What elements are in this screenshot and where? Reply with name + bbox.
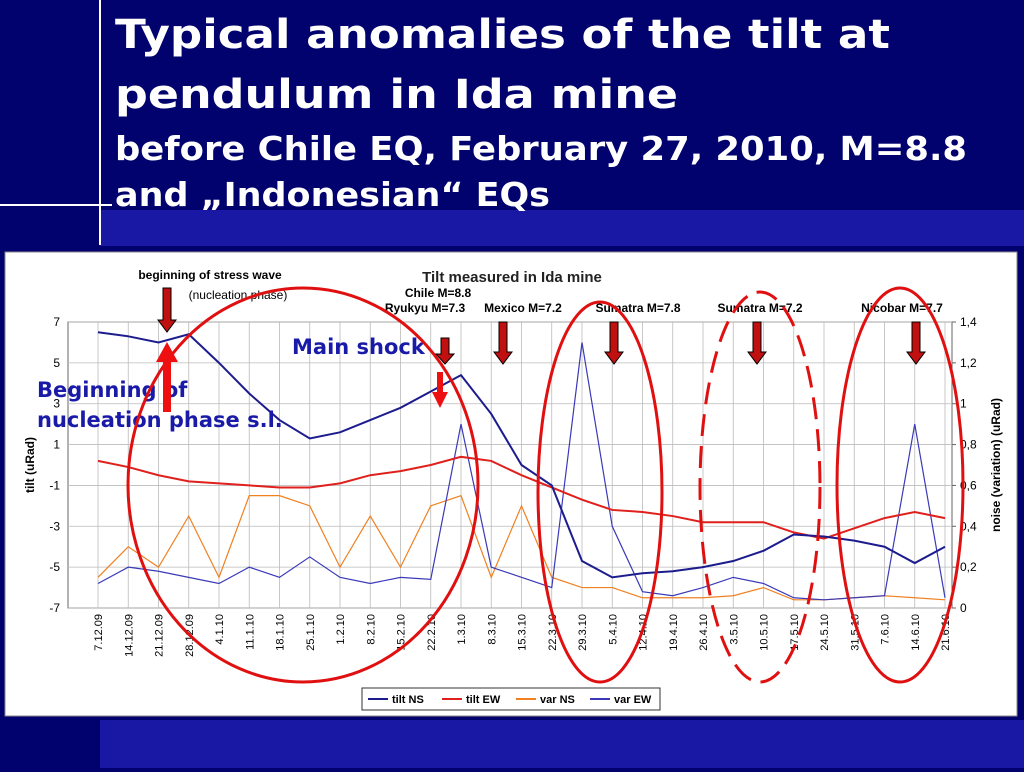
y-tick-label: -7 xyxy=(49,601,60,615)
x-tick-label: 8.3.10 xyxy=(486,614,498,645)
x-tick-label: 1.3.10 xyxy=(456,614,468,645)
band xyxy=(0,720,1024,768)
y2-tick-label: 1 xyxy=(960,397,967,411)
x-tick-label: 26.4.10 xyxy=(698,614,710,651)
x-tick-label: 15.2.10 xyxy=(396,614,408,651)
x-tick-label: 10.5.10 xyxy=(759,614,771,651)
x-tick-label: 1.2.10 xyxy=(335,614,347,645)
y-tick-label: -1 xyxy=(49,478,60,492)
x-tick-label: 7.6.10 xyxy=(880,614,892,645)
annotation: beginning of stress wave xyxy=(138,268,282,282)
event-arrow xyxy=(906,321,926,365)
y2-axis-label: noise (variation) (uRad) xyxy=(989,398,1003,532)
y-tick-label: -5 xyxy=(49,560,60,574)
x-tick-label: 14.6.10 xyxy=(910,614,922,651)
red-arrow xyxy=(156,342,178,412)
series-line xyxy=(97,331,946,579)
x-tick-label: 19.4.10 xyxy=(668,614,680,651)
highlight xyxy=(126,286,965,684)
highlight-ellipse xyxy=(536,300,664,684)
series-line xyxy=(97,494,946,601)
x-tick-label: 11.1.10 xyxy=(244,614,256,650)
event-arrow xyxy=(747,321,767,365)
y2-tick-label: 0 xyxy=(960,601,967,615)
x-tick-label: 18.1.10 xyxy=(275,614,287,651)
event-arrow xyxy=(493,321,513,365)
annotation: Ryukyu M=7.3 xyxy=(385,301,466,315)
x-tick-label: 5.4.10 xyxy=(607,614,619,645)
x-tick-label: 8.2.10 xyxy=(365,614,377,645)
y-tick-label: 1 xyxy=(53,438,60,452)
event-arrow xyxy=(604,321,624,365)
annotation: Sumatra M=7.8 xyxy=(595,301,680,315)
x-tick-label: 15.3.10 xyxy=(517,614,529,651)
x-tick-label: 29.3.10 xyxy=(577,614,589,651)
event-arrow xyxy=(434,337,456,365)
x-tick-label: 21.12.09 xyxy=(154,614,166,657)
x-tick-label: 14.12.09 xyxy=(123,614,135,657)
series-line xyxy=(97,342,946,601)
legend-label: tilt EW xyxy=(466,694,501,706)
x-tick-label: 25.1.10 xyxy=(305,614,317,651)
legend xyxy=(361,687,661,711)
x-tick-label: 12.4.10 xyxy=(638,614,650,651)
x-tick-label: 21.6.10 xyxy=(940,614,952,651)
highlight-ellipse xyxy=(698,290,822,684)
x-tick-label: 31.5.10 xyxy=(849,614,861,651)
y2-tick-label: 1,4 xyxy=(960,315,977,329)
y2-tick-label: 0,8 xyxy=(960,438,977,452)
event-arrows xyxy=(156,287,926,412)
x-tick-label: 7.12.09 xyxy=(93,614,105,651)
red-arrow xyxy=(432,372,448,408)
highlight-ellipse xyxy=(835,286,965,684)
y-axis-label: tilt (uRad) xyxy=(23,437,37,493)
title: pendulum in Ida mine xyxy=(115,72,678,118)
subtitle: before Chile EQ, February 27, 2010, M=8.… xyxy=(115,129,967,168)
highlight-ellipse xyxy=(126,286,480,684)
x-tick-label: 3.5.10 xyxy=(728,614,740,645)
band xyxy=(100,210,1024,246)
annotation: nucleation phase s.l. xyxy=(37,408,283,432)
y2-tick-label: 0,2 xyxy=(960,560,977,574)
annotation: Main shock xyxy=(292,335,426,359)
annotation: Sumatra M=7.2 xyxy=(717,301,802,315)
subtitle: and „Indonesian“ EQs xyxy=(115,175,550,214)
legend-label: tilt NS xyxy=(392,694,424,706)
x-tick-label: 24.5.10 xyxy=(819,614,831,651)
band xyxy=(0,720,100,768)
annotation: Mexico M=7.2 xyxy=(484,301,562,315)
event-arrow xyxy=(157,287,177,333)
legend-label: var NS xyxy=(540,694,575,706)
x-tick-label: 17.5.10 xyxy=(789,614,801,651)
y-tick-label: 7 xyxy=(53,315,60,329)
y2-tick-label: 0,4 xyxy=(960,519,977,533)
legend-label: var EW xyxy=(614,694,652,706)
y-tick-label: 5 xyxy=(53,356,60,370)
annotation: Chile M=8.8 xyxy=(405,286,472,300)
x-tick-label: 4.1.10 xyxy=(214,614,226,645)
annotation: Nicobar M=7.7 xyxy=(861,301,943,315)
plot-area xyxy=(67,321,953,609)
y2-tick-label: 1,2 xyxy=(960,356,977,370)
title: Typical anomalies of the tilt at xyxy=(115,12,890,58)
y-tick-label: -3 xyxy=(49,519,60,533)
chart-title: Tilt measured in Ida mine xyxy=(422,269,602,286)
annotation: (nucleation phase) xyxy=(189,288,288,302)
y-tick-label: 3 xyxy=(53,397,60,411)
